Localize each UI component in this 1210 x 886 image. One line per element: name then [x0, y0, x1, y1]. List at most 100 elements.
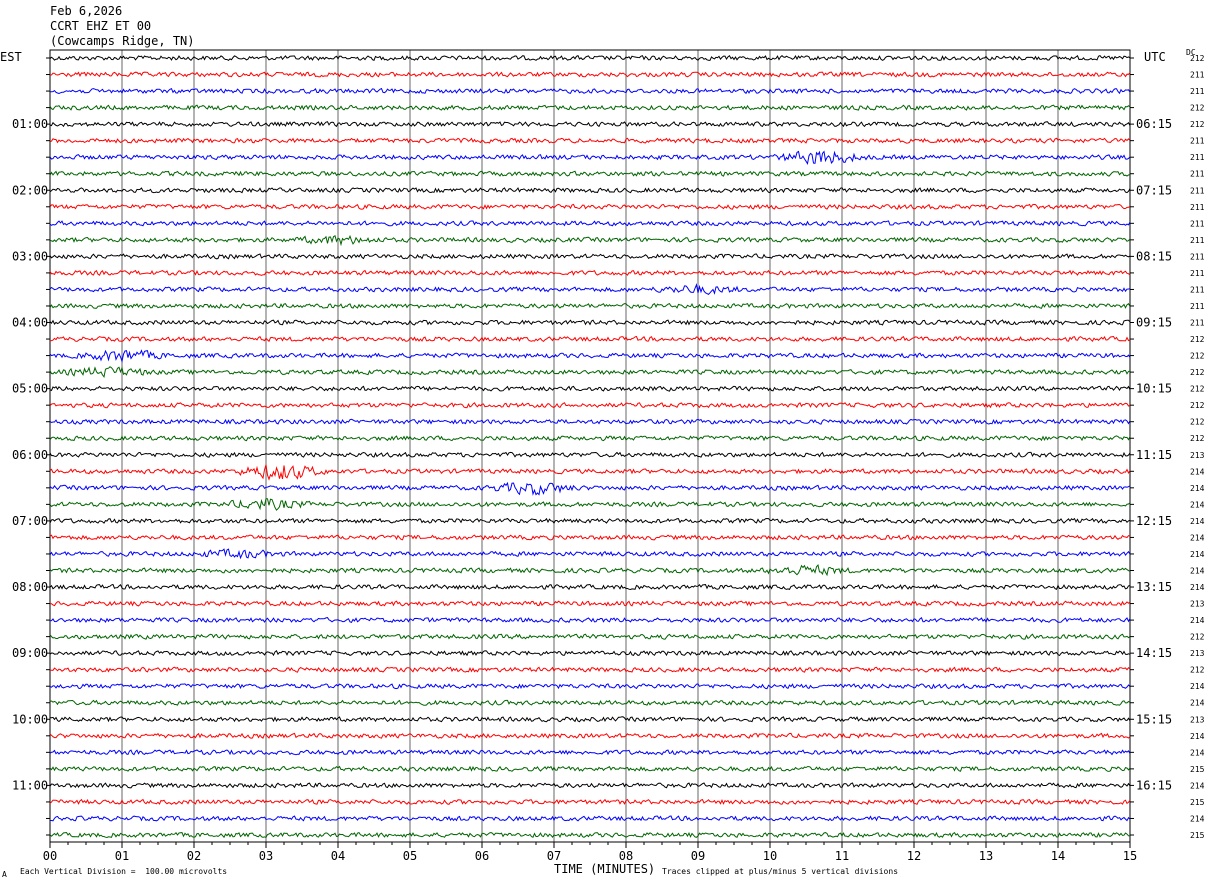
x-tick-label: 01	[115, 849, 129, 863]
seismic-trace	[49, 234, 1131, 247]
seismic-trace	[49, 402, 1131, 409]
utc-hour-label: 08:15	[1136, 249, 1172, 263]
dc-offset-label: 211	[1190, 252, 1205, 261]
est-hour-label: 04:00	[12, 316, 48, 330]
dc-offset-label: 212	[1190, 385, 1205, 394]
dc-offset-label: 211	[1190, 302, 1205, 311]
x-tick-label: 04	[331, 849, 345, 863]
plot-frame	[49, 49, 1131, 843]
seismic-trace	[49, 534, 1131, 541]
seismic-trace	[49, 203, 1131, 210]
seismic-trace	[49, 650, 1131, 657]
seismic-trace	[49, 464, 1131, 481]
dc-offset-label: 214	[1190, 781, 1205, 790]
dc-offset-label: 213	[1190, 600, 1205, 609]
seismic-trace	[49, 548, 1131, 560]
dc-column-title: DC	[1186, 48, 1196, 57]
dc-offset-label: 214	[1190, 550, 1205, 559]
x-tick-label: 09	[691, 849, 705, 863]
dc-offset-label: 215	[1190, 765, 1205, 774]
seismic-trace	[49, 749, 1131, 756]
dc-offset-label: 211	[1190, 285, 1205, 294]
utc-hour-label: 06:15	[1136, 117, 1172, 131]
dc-offset-label: 211	[1190, 186, 1205, 195]
right-axis-title: UTC	[1144, 50, 1166, 64]
seismic-trace	[49, 150, 1131, 165]
est-hour-label: 05:00	[12, 382, 48, 396]
dc-offset-label: 212	[1190, 666, 1205, 675]
seismic-trace	[49, 335, 1131, 343]
seismic-trace	[49, 187, 1131, 194]
seismic-trace	[49, 220, 1131, 227]
seismic-trace	[49, 798, 1131, 806]
dc-offset-label: 212	[1190, 434, 1205, 443]
dc-offset-label: 213	[1190, 715, 1205, 724]
seismic-trace	[49, 269, 1131, 276]
seismic-trace	[49, 732, 1131, 739]
dc-offset-label: 213	[1190, 451, 1205, 460]
dc-offset-label: 214	[1190, 682, 1205, 691]
dc-offset-label: 211	[1190, 153, 1205, 162]
utc-hour-label: 09:15	[1136, 316, 1172, 330]
seismic-trace	[49, 517, 1131, 524]
est-hour-label: 11:00	[12, 778, 48, 792]
utc-hour-label: 15:15	[1136, 712, 1172, 726]
dc-offset-label: 211	[1190, 87, 1205, 96]
chart-station: CCRT EHZ ET 00	[50, 19, 152, 33]
dc-offset-label: 212	[1190, 104, 1205, 113]
dc-offset-label: 214	[1190, 583, 1205, 592]
x-axis-label: TIME (MINUTES)	[554, 862, 656, 876]
dc-offset-label: 215	[1190, 831, 1205, 840]
seismic-trace	[49, 282, 1131, 296]
seismic-trace	[49, 319, 1131, 326]
dc-offset-label: 212	[1190, 120, 1205, 129]
x-tick-label: 08	[619, 849, 633, 863]
chart-location: (Cowcamps Ridge, TN)	[50, 34, 195, 48]
x-tick-label: 11	[835, 849, 849, 863]
x-tick-label: 12	[907, 849, 921, 863]
dc-offset-label: 212	[1190, 335, 1205, 344]
seismic-trace	[49, 831, 1131, 839]
dc-offset-label: 212	[1190, 633, 1205, 642]
x-tick-label: 00	[43, 849, 57, 863]
seismic-trace	[49, 666, 1131, 673]
dc-offset-label: 211	[1190, 219, 1205, 228]
chart-date: Feb 6,2026	[50, 4, 123, 18]
seismic-trace	[49, 71, 1131, 78]
dc-offset-label: 211	[1190, 236, 1205, 245]
est-hour-label: 07:00	[12, 514, 48, 528]
seismic-trace	[49, 451, 1131, 458]
dc-offset-label: 215	[1190, 798, 1205, 807]
seismic-trace	[49, 583, 1131, 591]
dc-offset-label: 214	[1190, 517, 1205, 526]
est-hour-label: 06:00	[12, 448, 48, 462]
dc-offset-label: 211	[1190, 203, 1205, 212]
seismic-trace	[49, 633, 1131, 640]
dc-offset-label: 214	[1190, 533, 1205, 542]
dc-offset-label: 212	[1190, 418, 1205, 427]
dc-offset-label: 212	[1190, 368, 1205, 377]
x-tick-label: 03	[259, 849, 273, 863]
x-tick-label: 13	[979, 849, 993, 863]
utc-hour-label: 10:15	[1136, 382, 1172, 396]
x-tick-label: 07	[547, 849, 561, 863]
seismic-trace	[49, 349, 1131, 364]
dc-offset-label: 211	[1190, 319, 1205, 328]
x-tick-label: 05	[403, 849, 417, 863]
corner-mark: A	[2, 870, 7, 879]
dc-offset-label: 214	[1190, 467, 1205, 476]
dc-offset-label: 214	[1190, 566, 1205, 575]
est-hour-label: 10:00	[12, 712, 48, 726]
x-tick-label: 02	[187, 849, 201, 863]
seismic-trace	[49, 137, 1131, 144]
seismic-trace	[49, 170, 1131, 177]
dc-offset-label: 211	[1190, 170, 1205, 179]
seismic-trace	[49, 617, 1131, 624]
seismic-trace	[49, 481, 1131, 496]
seismic-trace	[49, 699, 1131, 706]
dc-offset-label: 211	[1190, 137, 1205, 146]
seismic-trace	[49, 782, 1131, 789]
seismic-trace	[49, 435, 1131, 442]
seismic-trace	[49, 385, 1131, 392]
